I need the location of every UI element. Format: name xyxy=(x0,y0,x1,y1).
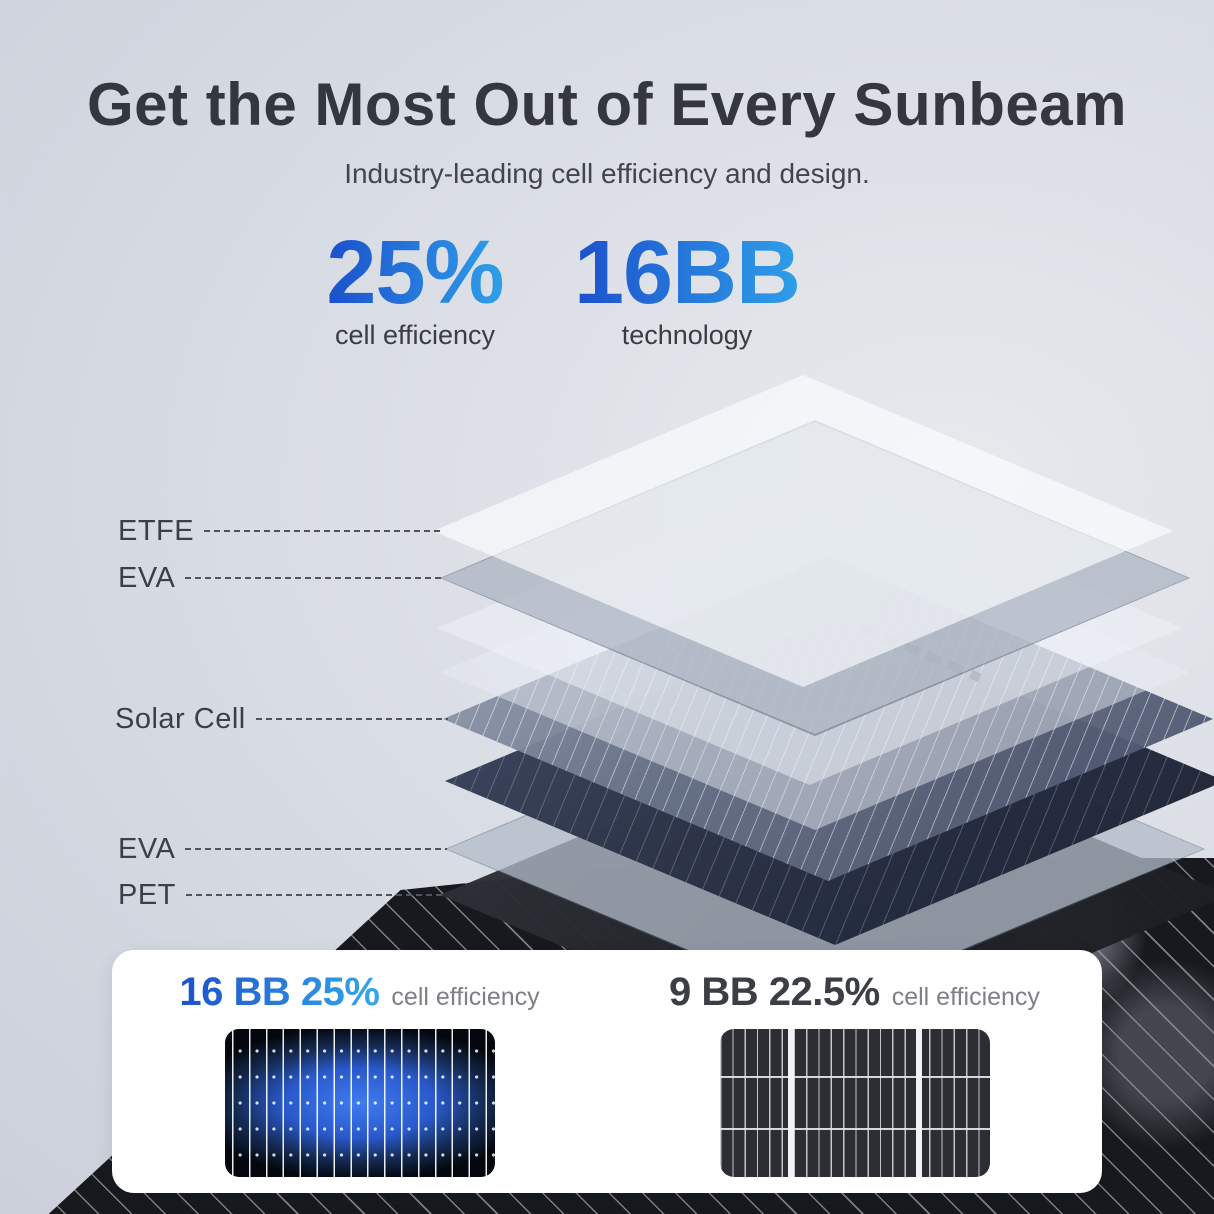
layer-label-eva-top: EVA xyxy=(118,560,445,596)
right-cell-caption: cell efficiency xyxy=(891,983,1040,1011)
stat-cell-efficiency-label: cell efficiency xyxy=(334,320,496,350)
stat-technology: 16BB technology xyxy=(573,223,801,351)
comparison-left-column: 16 BB 25% cell efficiency xyxy=(112,950,607,1193)
comparison-right-column: 9 BB 22.5% cell efficiency xyxy=(607,950,1102,1193)
layer-label-eva-bottom: EVA xyxy=(118,831,447,867)
callout-dashed-line xyxy=(185,894,442,896)
layer-label-solar-cell: Solar Cell xyxy=(115,701,448,737)
callout-dashed-line xyxy=(185,577,445,579)
layer-label-solar-cell-text: Solar Cell xyxy=(115,702,246,735)
stat-cell-efficiency-value: 25% xyxy=(326,223,504,323)
stat-cell-efficiency: 25% cell efficiency xyxy=(326,223,504,351)
dark-9bb-cell-graphic xyxy=(719,1029,990,1177)
right-cell-spec: 9 BB 22.5% xyxy=(669,970,880,1014)
callout-dashed-line xyxy=(255,718,448,720)
left-cell-caption: cell efficiency xyxy=(391,983,540,1011)
left-cell-spec: 16 BB 25% xyxy=(179,970,380,1014)
callout-dashed-line xyxy=(204,530,443,532)
layer-label-etfe: ETFE xyxy=(118,513,443,549)
blue-16bb-cell-graphic xyxy=(224,1029,495,1177)
page-title: Get the Most Out of Every Sunbeam xyxy=(87,71,1127,138)
layer-label-pet-text: PET xyxy=(118,878,176,911)
stat-technology-value: 16BB xyxy=(573,223,801,323)
page-subtitle: Industry-leading cell efficiency and des… xyxy=(344,158,870,189)
layer-label-etfe-text: ETFE xyxy=(118,514,195,547)
layer-label-eva-top-text: EVA xyxy=(118,561,176,594)
comparison-card: 16 BB 25% cell efficiency 9 BB 22.5% cel… xyxy=(112,950,1102,1193)
layer-label-eva-bottom-text: EVA xyxy=(118,832,176,865)
callout-dashed-line xyxy=(185,848,447,850)
layer-label-pet: PET xyxy=(118,877,442,913)
stat-technology-label: technology xyxy=(621,320,753,350)
